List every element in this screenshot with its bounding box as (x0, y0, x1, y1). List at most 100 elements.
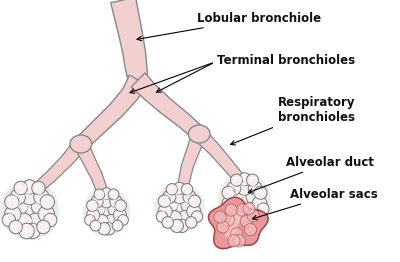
Circle shape (22, 180, 37, 194)
Circle shape (191, 198, 196, 202)
Circle shape (235, 212, 249, 226)
Circle shape (194, 213, 198, 217)
Circle shape (225, 204, 237, 216)
Circle shape (187, 204, 201, 219)
Circle shape (100, 194, 114, 208)
Circle shape (26, 183, 31, 188)
Circle shape (236, 204, 248, 216)
Circle shape (86, 209, 100, 222)
Circle shape (44, 213, 57, 227)
Circle shape (103, 197, 108, 202)
Circle shape (181, 197, 196, 212)
Circle shape (19, 200, 40, 220)
Circle shape (237, 179, 252, 195)
Circle shape (249, 177, 254, 181)
Circle shape (27, 213, 44, 231)
Circle shape (241, 176, 246, 180)
Circle shape (98, 204, 115, 220)
Circle shape (214, 211, 226, 223)
Polygon shape (230, 211, 243, 226)
Circle shape (188, 219, 192, 223)
Circle shape (222, 196, 237, 211)
Circle shape (90, 220, 101, 231)
Circle shape (233, 235, 246, 247)
Circle shape (165, 219, 168, 223)
Polygon shape (131, 73, 204, 140)
Circle shape (183, 190, 196, 204)
Text: Terminal bronchioles: Terminal bronchioles (217, 54, 355, 68)
Circle shape (170, 214, 176, 219)
Circle shape (25, 223, 40, 239)
Circle shape (5, 195, 19, 209)
Circle shape (98, 222, 110, 235)
Text: Alveolar sacs: Alveolar sacs (252, 188, 378, 220)
Circle shape (94, 205, 99, 210)
Circle shape (173, 222, 178, 227)
Circle shape (94, 198, 98, 203)
Circle shape (181, 184, 193, 195)
Circle shape (32, 181, 45, 195)
Circle shape (107, 218, 112, 223)
Circle shape (225, 189, 230, 194)
Circle shape (25, 191, 31, 197)
Circle shape (238, 173, 251, 186)
Circle shape (220, 203, 232, 215)
Text: Lobular bronchiole: Lobular bronchiole (137, 12, 321, 41)
Circle shape (101, 225, 105, 230)
Circle shape (158, 195, 170, 208)
Circle shape (162, 197, 178, 212)
Circle shape (95, 215, 109, 229)
Circle shape (10, 189, 26, 205)
Circle shape (17, 184, 22, 189)
Circle shape (256, 199, 261, 205)
Circle shape (40, 223, 44, 228)
Circle shape (47, 216, 51, 221)
Circle shape (156, 211, 168, 222)
Circle shape (37, 220, 50, 234)
Circle shape (222, 214, 234, 226)
Circle shape (222, 186, 235, 199)
Circle shape (240, 195, 246, 201)
Circle shape (14, 181, 27, 195)
Circle shape (251, 184, 256, 189)
Circle shape (243, 203, 255, 215)
Circle shape (10, 197, 28, 215)
Polygon shape (224, 222, 238, 239)
Circle shape (186, 217, 197, 228)
Circle shape (31, 197, 50, 215)
Circle shape (175, 203, 181, 209)
Circle shape (96, 192, 100, 195)
Circle shape (154, 183, 204, 233)
Circle shape (240, 215, 252, 227)
Circle shape (218, 173, 271, 227)
Circle shape (244, 223, 256, 236)
Circle shape (178, 222, 183, 227)
Circle shape (118, 215, 128, 225)
Circle shape (158, 204, 172, 219)
Circle shape (162, 217, 173, 228)
Circle shape (89, 203, 93, 206)
Circle shape (175, 192, 180, 197)
Circle shape (112, 198, 117, 203)
Circle shape (22, 227, 28, 232)
Circle shape (235, 191, 254, 209)
Circle shape (21, 187, 38, 205)
Circle shape (159, 213, 163, 217)
Circle shape (184, 200, 190, 206)
Circle shape (226, 209, 238, 221)
Circle shape (171, 199, 188, 217)
Circle shape (19, 217, 25, 223)
Circle shape (112, 220, 123, 231)
Circle shape (12, 223, 17, 228)
Circle shape (250, 192, 256, 198)
Circle shape (230, 228, 243, 240)
Circle shape (246, 188, 262, 205)
Circle shape (83, 188, 130, 236)
Circle shape (87, 217, 91, 221)
Circle shape (260, 206, 264, 210)
Polygon shape (178, 131, 206, 185)
Circle shape (173, 182, 186, 195)
Circle shape (161, 198, 165, 202)
Circle shape (84, 215, 95, 225)
Circle shape (176, 185, 180, 189)
